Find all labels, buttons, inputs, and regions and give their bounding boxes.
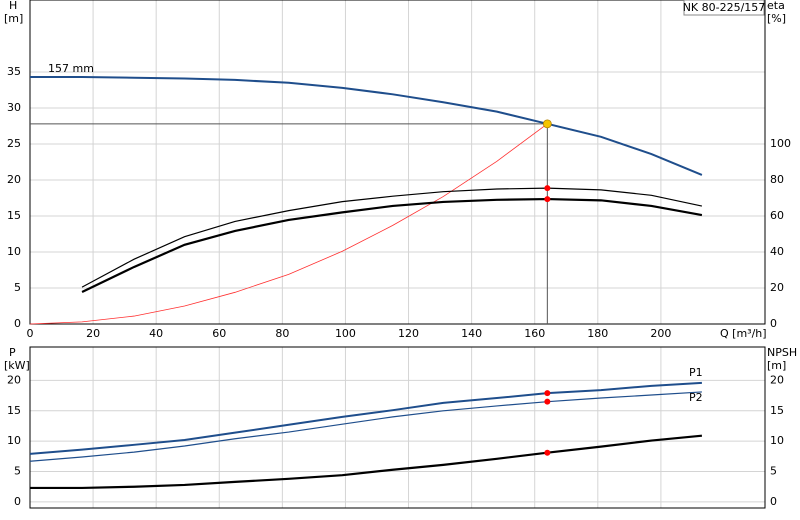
- y2-tick-label: 80: [770, 173, 784, 186]
- y2-axis-unit: [%]: [767, 12, 786, 25]
- x-tick-label: 0: [27, 327, 34, 340]
- series-line: [81, 197, 703, 293]
- y-tick-label: 5: [14, 281, 21, 294]
- y2-tick-label: 100: [770, 137, 791, 150]
- x-tick-label: 120: [398, 327, 419, 340]
- series-line: [30, 434, 703, 490]
- y2-tick-label: 60: [770, 209, 784, 222]
- y-axis-label: P: [9, 346, 16, 359]
- x-tick-label: 200: [650, 327, 671, 340]
- y2-tick-label: 10: [770, 434, 784, 447]
- y-tick-label: 0: [14, 317, 21, 330]
- x-tick-label: 180: [587, 327, 608, 340]
- y2-tick-label: 0: [770, 317, 777, 330]
- y2-tick-label: 40: [770, 245, 784, 258]
- series-label: P2: [689, 391, 703, 404]
- y-axis-unit: [m]: [4, 12, 23, 25]
- marker: [542, 119, 552, 129]
- x-tick-label: 80: [275, 327, 289, 340]
- marker: [544, 398, 551, 405]
- y-tick-label: 30: [7, 101, 21, 114]
- x-tick-label: 60: [212, 327, 226, 340]
- x-tick-label: 140: [461, 327, 482, 340]
- x-tick-label: 100: [335, 327, 356, 340]
- series-line: [81, 187, 703, 288]
- y-tick-label: 0: [14, 495, 21, 508]
- curve-annotation: 157 mm: [48, 62, 94, 75]
- y-tick-label: 15: [7, 209, 21, 222]
- plot-frame: [29, 346, 766, 509]
- x-tick-label: 160: [524, 327, 545, 340]
- plot-frame: [29, 0, 766, 325]
- x-tick-label: 40: [149, 327, 163, 340]
- series-line: [29, 391, 702, 462]
- marker: [544, 390, 551, 397]
- y2-tick-label: 5: [770, 465, 777, 478]
- y-tick-label: 15: [7, 404, 21, 417]
- y2-tick-label: 15: [770, 404, 784, 417]
- y-tick-label: 5: [14, 465, 21, 478]
- y-tick-label: 20: [7, 373, 21, 386]
- y-tick-label: 10: [7, 245, 21, 258]
- x-axis-label: Q [m³/h]: [720, 327, 767, 340]
- y-tick-label: 20: [7, 173, 21, 186]
- marker: [544, 449, 551, 456]
- title-box: [683, 0, 765, 16]
- y-axis-label: H: [9, 0, 17, 12]
- y2-axis-unit: [m]: [767, 359, 786, 372]
- y-axis-unit: [kW]: [4, 359, 30, 372]
- x-tick-label: 20: [86, 327, 100, 340]
- series-line: [29, 123, 548, 325]
- series-line: [29, 381, 702, 455]
- series-label: P1: [689, 366, 703, 379]
- marker: [544, 185, 551, 192]
- y-tick-label: 35: [7, 65, 21, 78]
- marker: [544, 196, 551, 203]
- y2-tick-label: 20: [770, 281, 784, 294]
- y-tick-label: 10: [7, 434, 21, 447]
- y2-axis-label: eta: [767, 0, 785, 12]
- y2-tick-label: 20: [770, 373, 784, 386]
- chart-title: NK 80-225/157: [683, 1, 766, 14]
- series-line: [30, 76, 703, 176]
- y2-tick-label: 0: [770, 495, 777, 508]
- y2-axis-label: NPSH: [767, 346, 797, 359]
- y-tick-label: 25: [7, 137, 21, 150]
